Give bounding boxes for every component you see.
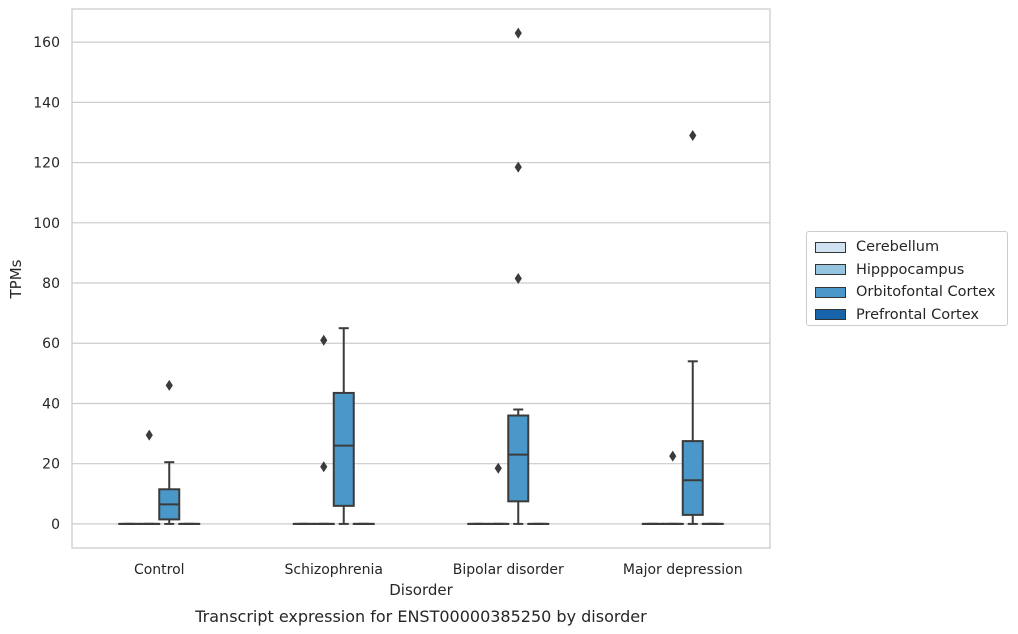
box-orbitofontal-cortex [332,327,355,525]
legend-swatch [815,286,846,298]
outlier-point [514,273,522,284]
x-tick-label: Bipolar disorder [453,562,564,578]
grid-lines [72,41,770,525]
legend-item: Cerebellum [815,236,999,259]
chart-caption: Transcript expression for ENST0000038525… [194,607,647,626]
y-tick-label: 100 [33,216,60,232]
y-tick-label: 140 [33,95,60,111]
y-tick-label: 120 [33,156,60,172]
y-tick-label: 40 [42,396,60,412]
box-iqr [507,414,530,503]
legend-swatch [815,241,846,253]
outlier-point [514,27,522,39]
box-marks [118,27,724,525]
y-tick-label: 60 [42,336,60,352]
y-tick-label: 160 [33,35,60,51]
x-tick-label: Schizophrenia [285,562,383,578]
box-hipppocampus [487,462,510,525]
box-hipppocampus [138,429,161,525]
y-tick-label: 80 [42,276,60,292]
box-orbitofontal-cortex [681,129,704,525]
x-axis-label: Disorder [389,581,453,599]
legend-swatch [815,309,846,321]
y-tick-label: 20 [42,457,60,473]
legend-label: Orbitofontal Cortex [856,284,996,301]
x-tick-label: Control [134,562,185,578]
legend-item: Prefrontal Cortex [815,304,999,327]
outlier-point [514,161,522,173]
box-orbitofontal-cortex [158,379,181,525]
outlier-point [689,129,697,141]
legend-swatch [815,264,846,276]
box-iqr [332,391,355,507]
outlier-point [165,379,173,391]
x-tick-labels: Control Schizophrenia Bipolar disorder Majo… [134,562,743,578]
outlier-point [669,450,677,462]
legend-label: Cerebellum [856,239,940,256]
box-hipppocampus [312,334,335,525]
outlier-point [320,334,328,346]
legend-label: Hipppocampus [856,261,965,278]
y-axis-label: TPMs [7,259,25,299]
outlier-point [494,462,502,474]
legend-label: Prefrontal Cortex [856,306,979,323]
box-iqr [681,440,704,516]
legend: Cerebellum Hipppocampus Orbitofontal Corte… [806,231,1008,326]
outlier-point [320,461,328,473]
box-hipppocampus [661,450,684,525]
box-orbitofontal-cortex [507,27,530,525]
x-tick-label: Major depression [623,562,743,578]
plot-frame [71,8,771,549]
legend-item: Orbitofontal Cortex [815,281,999,304]
y-tick-label: 0 [51,517,60,533]
outlier-point [145,429,153,441]
legend-item: Hipppocampus [815,259,999,282]
y-tick-labels: 0 20 40 60 80 100 120 140 160 [33,35,60,533]
